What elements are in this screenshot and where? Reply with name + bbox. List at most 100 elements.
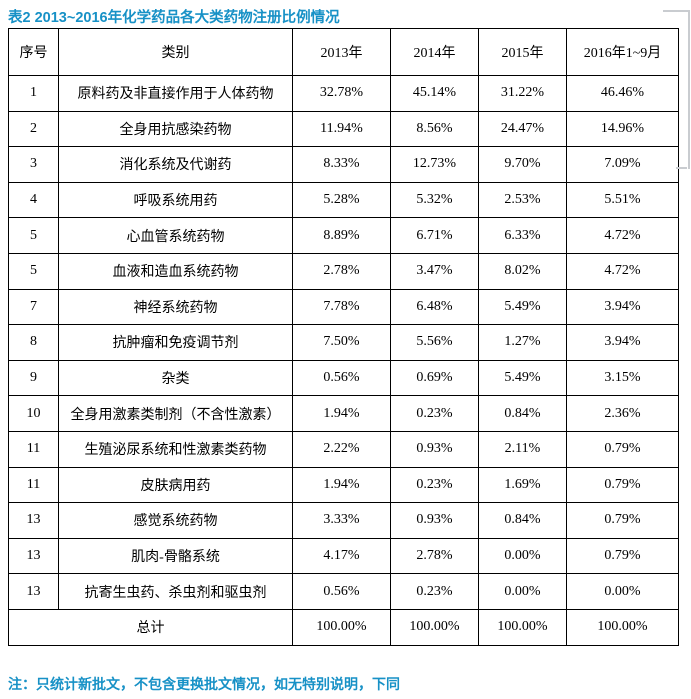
text-frame-border-fragment: [663, 10, 690, 169]
row-index-cell: 10: [8, 395, 59, 432]
table-row: 13 感觉系统药物 3.33% 0.93% 0.84% 0.79%: [8, 502, 679, 539]
table-row: 9 杂类 0.56% 0.69% 5.49% 3.15%: [8, 359, 679, 397]
table-row: 5 心血管系统药物 8.89% 6.71% 6.33% 4.72%: [8, 217, 679, 254]
value-cell: 2.36%: [566, 395, 679, 432]
value-cell: 0.00%: [478, 573, 567, 610]
category-cell: 神经系统药物: [58, 288, 293, 326]
category-cell: 消化系统及代谢药: [58, 146, 293, 183]
value-cell: 3.33%: [292, 502, 391, 539]
value-cell: 32.78%: [292, 75, 391, 112]
table-row: 4 呼吸系统用药 5.28% 5.32% 2.53% 5.51%: [8, 181, 679, 219]
row-index-cell: 13: [8, 573, 59, 610]
row-index-cell: 7: [8, 288, 59, 326]
value-cell: 3.94%: [566, 324, 679, 361]
table-row: 13 肌肉-骨骼系统 4.17% 2.78% 0.00% 0.79%: [8, 537, 679, 575]
table-row: 7 神经系统药物 7.78% 6.48% 5.49% 3.94%: [8, 288, 679, 326]
registration-ratio-table: 序号 类别 2013年 2014年 2015年 2016年1~9月 1 原料药及非直接作用于…: [8, 28, 679, 646]
row-index-cell: 13: [8, 537, 59, 575]
value-cell: 0.79%: [566, 430, 679, 468]
value-cell: 3.15%: [566, 359, 679, 397]
row-index-cell: 11: [8, 430, 59, 468]
row-index-cell: 5: [8, 217, 59, 254]
value-cell: 5.28%: [292, 181, 391, 219]
value-cell: 6.48%: [390, 288, 479, 326]
value-cell: 6.33%: [478, 217, 567, 254]
value-cell: 1.69%: [478, 466, 567, 504]
value-cell: 8.89%: [292, 217, 391, 254]
category-cell: 全身用抗感染药物: [58, 110, 293, 148]
value-cell: 0.79%: [566, 466, 679, 504]
category-cell: 肌肉-骨骼系统: [58, 537, 293, 575]
table-row: 8 抗肿瘤和免疫调节剂 7.50% 5.56% 1.27% 3.94%: [8, 324, 679, 361]
value-cell: 2.22%: [292, 430, 391, 468]
value-cell: 0.23%: [390, 573, 479, 610]
value-cell: 1.94%: [292, 466, 391, 504]
value-cell: 0.69%: [390, 359, 479, 397]
value-cell: 8.33%: [292, 146, 391, 183]
header-cell: 序号: [8, 28, 59, 76]
table-body: 1 原料药及非直接作用于人体药物 32.78% 45.14% 31.22% 46.46% 2…: [8, 75, 679, 646]
header-cell: 2016年1~9月: [566, 28, 679, 76]
category-cell: 血液和造血系统药物: [58, 252, 293, 290]
footer-note: 注：只统计新批文，不包含更换批文情况，如无特别说明，下同: [8, 676, 400, 692]
value-cell: 12.73%: [390, 146, 479, 183]
value-cell: 0.84%: [478, 395, 567, 432]
category-cell: 心血管系统药物: [58, 217, 293, 254]
category-cell: 感觉系统药物: [58, 502, 293, 539]
table-row: 11 生殖泌尿系统和性激素类药物 2.22% 0.93% 2.11% 0.79%: [8, 430, 679, 468]
table-row: 10 全身用激素类制剂（不含性激素） 1.94% 0.23% 0.84% 2.36%: [8, 395, 679, 432]
value-cell: 31.22%: [478, 75, 567, 112]
category-cell: 皮肤病用药: [58, 466, 293, 504]
value-cell: 5.49%: [478, 288, 567, 326]
value-cell: 1.94%: [292, 395, 391, 432]
row-index-cell: 1: [8, 75, 59, 112]
value-cell: 11.94%: [292, 110, 391, 148]
category-cell: 全身用激素类制剂（不含性激素）: [58, 395, 293, 432]
table-row: 11 皮肤病用药 1.94% 0.23% 1.69% 0.79%: [8, 466, 679, 504]
value-cell: 3.47%: [390, 252, 479, 290]
total-value-cell: 100.00%: [566, 608, 679, 646]
value-cell: 1.27%: [478, 324, 567, 361]
header-cell: 类别: [58, 28, 293, 76]
value-cell: 3.94%: [566, 288, 679, 326]
value-cell: 2.78%: [390, 537, 479, 575]
total-value-cell: 100.00%: [478, 608, 567, 646]
value-cell: 7.09%: [566, 146, 679, 183]
page-title: 表2 2013~2016年化学药品各大类药物注册比例情况: [8, 10, 340, 26]
value-cell: 14.96%: [566, 110, 679, 148]
row-index-cell: 9: [8, 359, 59, 397]
category-cell: 生殖泌尿系统和性激素类药物: [58, 430, 293, 468]
header-cell: 2015年: [478, 28, 567, 76]
text-frame-border-tick: [676, 167, 687, 169]
value-cell: 0.00%: [478, 537, 567, 575]
row-index-cell: 3: [8, 146, 59, 183]
category-cell: 原料药及非直接作用于人体药物: [58, 75, 293, 112]
value-cell: 9.70%: [478, 146, 567, 183]
value-cell: 7.50%: [292, 324, 391, 361]
value-cell: 5.49%: [478, 359, 567, 397]
value-cell: 8.02%: [478, 252, 567, 290]
category-cell: 杂类: [58, 359, 293, 397]
value-cell: 0.56%: [292, 573, 391, 610]
category-cell: 呼吸系统用药: [58, 181, 293, 219]
value-cell: 4.72%: [566, 252, 679, 290]
row-index-cell: 13: [8, 502, 59, 539]
table-row: 13 抗寄生虫药、杀虫剂和驱虫剂 0.56% 0.23% 0.00% 0.00%: [8, 573, 679, 610]
value-cell: 6.71%: [390, 217, 479, 254]
value-cell: 0.93%: [390, 430, 479, 468]
value-cell: 46.46%: [566, 75, 679, 112]
category-cell: 抗寄生虫药、杀虫剂和驱虫剂: [58, 573, 293, 610]
value-cell: 2.53%: [478, 181, 567, 219]
table-row: 1 原料药及非直接作用于人体药物 32.78% 45.14% 31.22% 46.46%: [8, 75, 679, 112]
value-cell: 2.78%: [292, 252, 391, 290]
header-row: 序号 类别 2013年 2014年 2015年 2016年1~9月: [8, 28, 679, 76]
header-cell: 2013年: [292, 28, 391, 76]
table-row: 5 血液和造血系统药物 2.78% 3.47% 8.02% 4.72%: [8, 252, 679, 290]
row-index-cell: 2: [8, 110, 59, 148]
value-cell: 24.47%: [478, 110, 567, 148]
value-cell: 0.93%: [390, 502, 479, 539]
total-row: 总计 100.00% 100.00% 100.00% 100.00%: [8, 608, 679, 646]
row-index-cell: 8: [8, 324, 59, 361]
value-cell: 0.23%: [390, 395, 479, 432]
total-value-cell: 100.00%: [292, 608, 391, 646]
